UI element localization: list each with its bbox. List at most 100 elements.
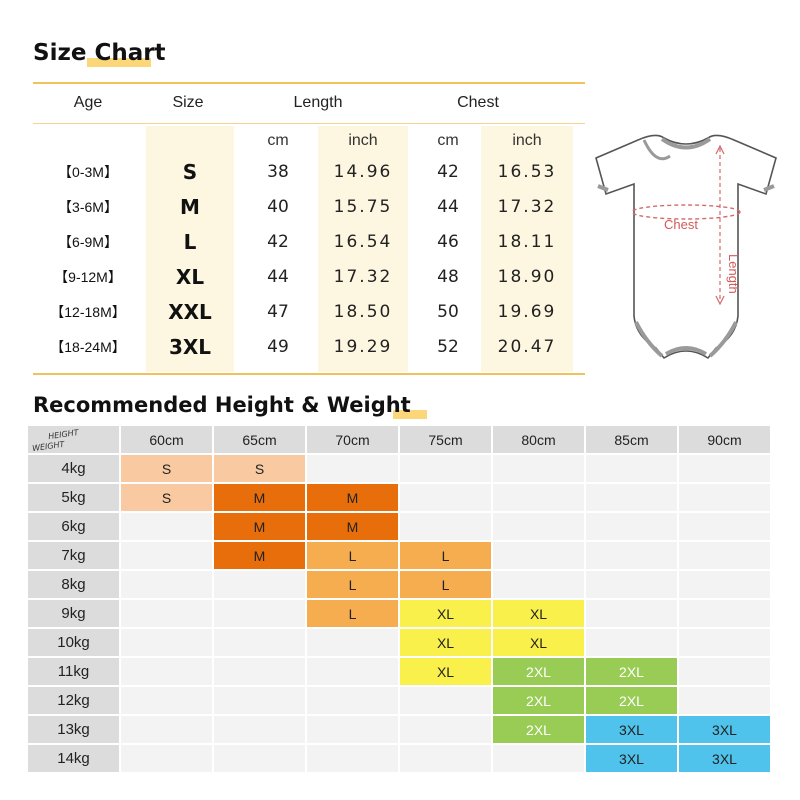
size-cell-m: M	[214, 484, 305, 511]
weight-label: 8kg	[28, 571, 119, 598]
size-cell-xl: XL	[493, 629, 584, 656]
empty-cell	[400, 745, 491, 772]
size-row-chest-inch: 20.47	[497, 337, 557, 357]
empty-cell	[493, 513, 584, 540]
size-cell-s: S	[214, 455, 305, 482]
size-cell-3xl: 3XL	[586, 716, 677, 743]
size-cell-2xl: 2XL	[493, 687, 584, 714]
empty-cell	[679, 571, 770, 598]
empty-cell	[307, 745, 398, 772]
size-cell-s: S	[121, 455, 212, 482]
empty-cell	[121, 513, 212, 540]
empty-cell	[493, 745, 584, 772]
empty-cell	[586, 571, 677, 598]
size-row-chest-inch: 18.90	[497, 267, 557, 287]
empty-cell	[121, 687, 212, 714]
size-cell-m: M	[307, 513, 398, 540]
empty-cell	[214, 571, 305, 598]
empty-cell	[307, 455, 398, 482]
size-row-length-cm: 42	[267, 232, 289, 252]
size-cell-l: L	[307, 542, 398, 569]
empty-cell	[586, 484, 677, 511]
weight-label: 5kg	[28, 484, 119, 511]
length-inch-column-shade	[318, 126, 408, 372]
empty-cell	[307, 658, 398, 685]
size-row-chest-cm: 52	[437, 337, 459, 357]
empty-cell	[400, 484, 491, 511]
empty-cell	[400, 455, 491, 482]
empty-cell	[679, 484, 770, 511]
size-row-chest-cm: 44	[437, 197, 459, 217]
size-column-shade	[146, 126, 234, 372]
size-row-length-inch: 19.29	[333, 337, 393, 357]
size-cell-m: M	[214, 513, 305, 540]
size-row-length-cm: 44	[267, 267, 289, 287]
size-cell-l: L	[307, 571, 398, 598]
size-cell-2xl: 2XL	[586, 658, 677, 685]
size-cell-xl: XL	[493, 600, 584, 627]
chest-label: Chest	[664, 217, 698, 232]
weight-label: 10kg	[28, 629, 119, 656]
empty-cell	[586, 542, 677, 569]
empty-cell	[214, 629, 305, 656]
size-row-size: L	[183, 230, 197, 254]
empty-cell	[679, 629, 770, 656]
header-size: Size	[172, 94, 204, 111]
empty-cell	[214, 687, 305, 714]
empty-cell	[121, 542, 212, 569]
weight-label: 11kg	[28, 658, 119, 685]
empty-cell	[400, 513, 491, 540]
empty-cell	[679, 455, 770, 482]
size-row-length-inch: 15.75	[333, 197, 393, 217]
unit-chest-cm: cm	[437, 132, 459, 149]
size-row-length-inch: 17.32	[333, 267, 393, 287]
empty-cell	[679, 600, 770, 627]
size-row-age: 【3-6M】	[58, 199, 118, 215]
size-cell-3xl: 3XL	[679, 716, 770, 743]
empty-cell	[679, 513, 770, 540]
empty-cell	[121, 745, 212, 772]
weight-label: 4kg	[28, 455, 119, 482]
header-divider	[33, 123, 585, 124]
size-row-size: M	[180, 195, 200, 219]
size-cell-s: S	[121, 484, 212, 511]
size-row-length-cm: 40	[267, 197, 289, 217]
empty-cell	[586, 455, 677, 482]
size-row-size: XL	[175, 265, 205, 289]
size-row-length-cm: 38	[267, 162, 289, 182]
size-cell-3xl: 3XL	[586, 745, 677, 772]
bodysuit-outline	[595, 134, 777, 360]
empty-cell	[307, 629, 398, 656]
size-row-size: XXL	[168, 300, 212, 324]
empty-cell	[679, 658, 770, 685]
weight-label: 6kg	[28, 513, 119, 540]
size-row-chest-inch: 16.53	[497, 162, 557, 182]
size-chart-title: Size Chart	[33, 40, 166, 67]
header-chest: Chest	[457, 94, 499, 111]
size-row-length-cm: 49	[267, 337, 289, 357]
height-header: 90cm	[679, 426, 770, 453]
size-row-chest-inch: 19.69	[497, 302, 557, 322]
empty-cell	[121, 629, 212, 656]
empty-cell	[586, 600, 677, 627]
empty-cell	[307, 716, 398, 743]
weight-label: 7kg	[28, 542, 119, 569]
size-cell-m: M	[214, 542, 305, 569]
size-row-chest-cm: 42	[437, 162, 459, 182]
size-row-age: 【18-24M】	[50, 339, 126, 355]
size-cell-3xl: 3XL	[679, 745, 770, 772]
height-header: 60cm	[121, 426, 212, 453]
empty-cell	[214, 716, 305, 743]
size-row-age: 【0-3M】	[58, 164, 118, 180]
length-label: Length	[726, 254, 741, 294]
size-row-size: S	[182, 160, 198, 184]
empty-cell	[493, 455, 584, 482]
header-length: Length	[293, 94, 343, 111]
bottom-divider	[33, 373, 585, 375]
unit-chest-inch: inch	[512, 132, 542, 149]
empty-cell	[214, 658, 305, 685]
size-cell-m: M	[307, 484, 398, 511]
weight-label: 9kg	[28, 600, 119, 627]
weight-label: 14kg	[28, 745, 119, 772]
size-row-chest-inch: 17.32	[497, 197, 557, 217]
